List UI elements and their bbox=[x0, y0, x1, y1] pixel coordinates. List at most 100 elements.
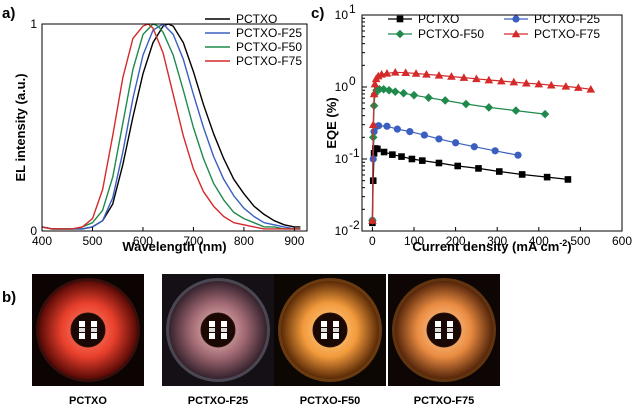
data-point-pctxo-f50 bbox=[484, 103, 494, 112]
series-line-pctxo-f25 bbox=[41, 23, 301, 230]
data-point-pctxo-f50 bbox=[424, 93, 433, 103]
panel-c-legend: PCTXO PCTXO-F25 PCTXO-F50 PCTXO-F75 bbox=[388, 12, 600, 41]
y-tick-label-1: 1 bbox=[30, 17, 37, 31]
panel-a-x-axis-title: Wavelength (nm) bbox=[122, 239, 226, 254]
data-point-pctxo-f25 bbox=[514, 151, 522, 159]
data-point-pctxo-f25 bbox=[406, 128, 414, 136]
device-label-pctxo-f50: PCTXO-F50 bbox=[300, 395, 361, 407]
data-point-pctxo bbox=[408, 155, 416, 163]
data-point-pctxo-f50 bbox=[461, 99, 471, 109]
legend-label-pctxo-f25: PCTXO-F25 bbox=[534, 12, 600, 26]
legend-label-pctxo-f25: PCTXO-F25 bbox=[236, 26, 302, 40]
x-tick-label-0: 0 bbox=[369, 234, 376, 248]
legend-marker-pctxo bbox=[396, 15, 404, 23]
y-tick-exponent-10e1: 1 bbox=[349, 2, 356, 16]
x-tick-label-800: 800 bbox=[234, 234, 254, 248]
data-point-pctxo-f75 bbox=[390, 68, 400, 76]
data-point-pctxo-f75 bbox=[574, 83, 583, 91]
device-pixel-pad bbox=[435, 333, 441, 339]
x-tick-label-700: 700 bbox=[183, 234, 203, 248]
series-line-pctxo-f50 bbox=[41, 23, 301, 230]
data-point-pctxo-f75 bbox=[561, 82, 571, 90]
panel-c-axes-frame bbox=[361, 14, 623, 232]
panel-a-letter: a) bbox=[2, 5, 15, 22]
data-point-pctxo-f75 bbox=[434, 71, 444, 79]
data-point-pctxo-f25 bbox=[420, 131, 428, 139]
data-point-pctxo-f50 bbox=[379, 84, 388, 94]
device-pixel-pad bbox=[447, 321, 453, 327]
device-pixel-pad bbox=[209, 328, 215, 332]
device-photo-pctxo-f25 bbox=[162, 274, 274, 386]
y-tick-label-0: 0 bbox=[30, 224, 37, 238]
legend-marker-pctxo-f75 bbox=[511, 29, 521, 38]
data-point-pctxo-f50 bbox=[409, 90, 419, 100]
device-pixel-window bbox=[426, 312, 462, 348]
device-pixel-window bbox=[312, 312, 348, 348]
y-tick-label-10e-1: 10 bbox=[335, 152, 349, 166]
data-point-pctxo bbox=[454, 162, 461, 170]
device-pixel-pad bbox=[221, 321, 227, 327]
y-tick-exponent-10e-1: -1 bbox=[349, 146, 360, 160]
panel-c-x-axis-title-exponent: -2 bbox=[559, 238, 567, 248]
data-point-pctxo-f25 bbox=[491, 147, 499, 155]
x-tick-label-400: 400 bbox=[529, 234, 549, 248]
panel-b-letter: b) bbox=[2, 289, 16, 306]
legend-label-pctxo-f75: PCTXO-F75 bbox=[236, 54, 302, 68]
device-pixel-pad bbox=[209, 333, 215, 339]
data-point-pctxo bbox=[543, 173, 551, 181]
device-pixel-pad bbox=[79, 321, 85, 327]
device-label-pctxo: PCTXO bbox=[69, 395, 107, 407]
data-point-pctxo-f75 bbox=[546, 80, 556, 89]
data-point-pctxo-f50 bbox=[390, 87, 400, 97]
data-point-pctxo-f25 bbox=[393, 125, 401, 133]
data-point-pctxo bbox=[380, 148, 388, 156]
device-photo-pctxo-f50 bbox=[274, 274, 386, 386]
series-line-pctxo-f75 bbox=[41, 23, 301, 230]
legend-marker-pctxo-f25 bbox=[512, 15, 520, 23]
data-point-pctxo-f75 bbox=[497, 76, 506, 85]
device-pixel-pad bbox=[333, 333, 339, 339]
data-point-pctxo-f50 bbox=[511, 106, 521, 115]
data-point-pctxo-f25 bbox=[452, 139, 460, 147]
data-point-pctxo-f75 bbox=[422, 70, 431, 78]
data-point-pctxo-f75 bbox=[447, 72, 456, 80]
x-tick-label-600: 600 bbox=[612, 234, 632, 248]
device-pixel-pad bbox=[209, 321, 215, 327]
device-pixel-pad bbox=[333, 321, 339, 327]
data-point-pctxo-f25 bbox=[383, 122, 391, 130]
device-pixel-pad bbox=[333, 328, 339, 332]
device-pixel-pad bbox=[91, 333, 97, 339]
data-point-pctxo bbox=[435, 159, 443, 167]
y-tick-exponent-10e0: 0 bbox=[349, 74, 356, 88]
data-point-pctxo bbox=[370, 149, 378, 157]
y-tick-label-10e0: 10 bbox=[335, 80, 349, 94]
device-pixel-pad bbox=[221, 333, 227, 339]
data-point-pctxo-f75 bbox=[459, 73, 469, 81]
panel-c-x-axis-title-suffix: ) bbox=[567, 239, 571, 254]
data-point-pctxo-f50 bbox=[384, 85, 394, 95]
data-point-pctxo-f75 bbox=[370, 79, 380, 88]
x-tick-label-100: 100 bbox=[404, 234, 424, 248]
device-label-pctxo-f75: PCTXO-F75 bbox=[414, 395, 475, 407]
data-point-pctxo-f75 bbox=[586, 84, 596, 93]
x-tick-label-300: 300 bbox=[487, 234, 507, 248]
data-point-pctxo-f50 bbox=[540, 109, 550, 119]
data-point-pctxo-f75 bbox=[401, 68, 410, 76]
legend-label-pctxo-f50: PCTXO-F50 bbox=[236, 40, 302, 54]
data-point-pctxo-f75 bbox=[484, 75, 494, 84]
data-point-pctxo bbox=[419, 157, 426, 164]
legend-marker-pctxo-f50 bbox=[395, 29, 405, 39]
panel-c-y-axis-title: EQE (%) bbox=[324, 97, 339, 148]
device-pixel-pad bbox=[321, 333, 327, 339]
device-pixel-pad bbox=[79, 328, 85, 332]
device-pixel-window bbox=[70, 312, 106, 348]
device-pixel-pad bbox=[79, 333, 85, 339]
panel-c-letter: c) bbox=[311, 5, 324, 22]
device-pixel-pad bbox=[435, 328, 441, 332]
data-point-pctxo-f75 bbox=[411, 69, 421, 77]
device-pixel-pad bbox=[435, 321, 441, 327]
y-tick-label-10e1: 10 bbox=[335, 8, 349, 22]
